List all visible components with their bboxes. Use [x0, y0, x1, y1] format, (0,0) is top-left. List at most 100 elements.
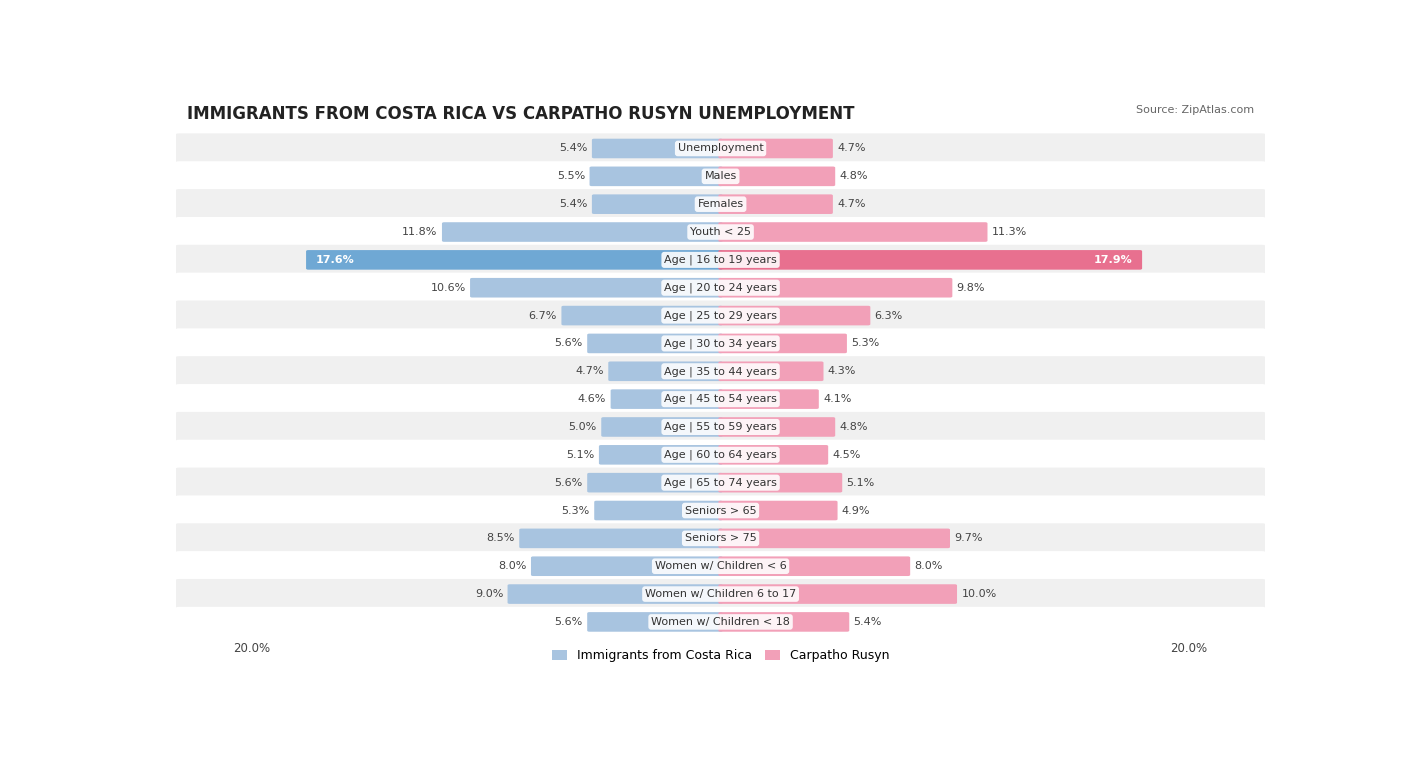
FancyBboxPatch shape [718, 417, 835, 437]
Text: 4.9%: 4.9% [842, 506, 870, 516]
FancyBboxPatch shape [718, 584, 957, 604]
Text: 4.7%: 4.7% [837, 144, 866, 154]
FancyBboxPatch shape [718, 445, 828, 465]
Text: 5.3%: 5.3% [561, 506, 591, 516]
FancyBboxPatch shape [718, 473, 842, 493]
FancyBboxPatch shape [307, 250, 723, 269]
FancyBboxPatch shape [718, 278, 952, 298]
FancyBboxPatch shape [718, 334, 846, 354]
Text: 11.3%: 11.3% [991, 227, 1028, 237]
Text: Seniors > 65: Seniors > 65 [685, 506, 756, 516]
Text: 4.7%: 4.7% [837, 199, 866, 209]
FancyBboxPatch shape [595, 500, 723, 520]
Text: 10.6%: 10.6% [430, 282, 465, 293]
FancyBboxPatch shape [718, 612, 849, 632]
FancyBboxPatch shape [599, 445, 723, 465]
Text: 5.4%: 5.4% [560, 144, 588, 154]
FancyBboxPatch shape [718, 528, 950, 548]
Text: Unemployment: Unemployment [678, 144, 763, 154]
Text: 8.0%: 8.0% [914, 561, 943, 572]
Text: Age | 55 to 59 years: Age | 55 to 59 years [664, 422, 778, 432]
FancyBboxPatch shape [174, 245, 1267, 275]
Text: 5.4%: 5.4% [560, 199, 588, 209]
FancyBboxPatch shape [531, 556, 723, 576]
Text: 4.1%: 4.1% [823, 394, 852, 404]
Text: Age | 60 to 64 years: Age | 60 to 64 years [664, 450, 778, 460]
Text: Women w/ Children < 18: Women w/ Children < 18 [651, 617, 790, 627]
Text: Women w/ Children < 6: Women w/ Children < 6 [655, 561, 786, 572]
FancyBboxPatch shape [718, 556, 910, 576]
FancyBboxPatch shape [470, 278, 723, 298]
FancyBboxPatch shape [609, 362, 723, 381]
FancyBboxPatch shape [519, 528, 723, 548]
Text: 17.9%: 17.9% [1094, 255, 1132, 265]
FancyBboxPatch shape [718, 250, 1142, 269]
FancyBboxPatch shape [718, 362, 824, 381]
Text: 11.8%: 11.8% [402, 227, 437, 237]
FancyBboxPatch shape [174, 384, 1267, 414]
FancyBboxPatch shape [174, 217, 1267, 247]
Text: 5.1%: 5.1% [846, 478, 875, 488]
Text: Age | 45 to 54 years: Age | 45 to 54 years [664, 394, 778, 404]
Text: Seniors > 75: Seniors > 75 [685, 534, 756, 544]
FancyBboxPatch shape [602, 417, 723, 437]
FancyBboxPatch shape [174, 189, 1267, 220]
FancyBboxPatch shape [718, 500, 838, 520]
Text: 9.7%: 9.7% [955, 534, 983, 544]
Text: 6.7%: 6.7% [529, 310, 557, 320]
Text: 4.6%: 4.6% [578, 394, 606, 404]
Text: 10.0%: 10.0% [962, 589, 997, 599]
FancyBboxPatch shape [718, 167, 835, 186]
FancyBboxPatch shape [561, 306, 723, 326]
Text: 20.0%: 20.0% [1171, 642, 1208, 655]
Text: 9.8%: 9.8% [956, 282, 986, 293]
FancyBboxPatch shape [174, 607, 1267, 637]
FancyBboxPatch shape [588, 612, 723, 632]
Legend: Immigrants from Costa Rica, Carpatho Rusyn: Immigrants from Costa Rica, Carpatho Rus… [547, 644, 894, 668]
FancyBboxPatch shape [718, 306, 870, 326]
Text: Age | 25 to 29 years: Age | 25 to 29 years [664, 310, 778, 321]
Text: 5.5%: 5.5% [557, 171, 585, 182]
Text: Age | 16 to 19 years: Age | 16 to 19 years [664, 254, 778, 265]
Text: 4.3%: 4.3% [828, 366, 856, 376]
Text: 5.6%: 5.6% [554, 478, 583, 488]
Text: 4.5%: 4.5% [832, 450, 860, 459]
Text: Age | 30 to 34 years: Age | 30 to 34 years [664, 338, 778, 349]
Text: 5.1%: 5.1% [567, 450, 595, 459]
Text: 5.4%: 5.4% [853, 617, 882, 627]
Text: Males: Males [704, 171, 737, 182]
Text: Age | 20 to 24 years: Age | 20 to 24 years [664, 282, 778, 293]
FancyBboxPatch shape [174, 329, 1267, 359]
FancyBboxPatch shape [588, 334, 723, 354]
FancyBboxPatch shape [718, 223, 987, 241]
Text: Age | 65 to 74 years: Age | 65 to 74 years [664, 478, 778, 488]
Text: 8.5%: 8.5% [486, 534, 515, 544]
Text: 8.0%: 8.0% [498, 561, 527, 572]
FancyBboxPatch shape [174, 412, 1267, 442]
FancyBboxPatch shape [174, 579, 1267, 609]
FancyBboxPatch shape [174, 161, 1267, 192]
FancyBboxPatch shape [592, 195, 723, 214]
FancyBboxPatch shape [610, 389, 723, 409]
FancyBboxPatch shape [589, 167, 723, 186]
Text: 5.6%: 5.6% [554, 338, 583, 348]
FancyBboxPatch shape [592, 139, 723, 158]
Text: 5.6%: 5.6% [554, 617, 583, 627]
FancyBboxPatch shape [174, 551, 1267, 581]
FancyBboxPatch shape [441, 223, 723, 241]
Text: 4.7%: 4.7% [575, 366, 605, 376]
Text: 9.0%: 9.0% [475, 589, 503, 599]
Text: 4.8%: 4.8% [839, 171, 868, 182]
Text: Age | 35 to 44 years: Age | 35 to 44 years [664, 366, 778, 376]
FancyBboxPatch shape [174, 133, 1267, 164]
Text: Females: Females [697, 199, 744, 209]
FancyBboxPatch shape [174, 468, 1267, 498]
FancyBboxPatch shape [174, 495, 1267, 525]
FancyBboxPatch shape [508, 584, 723, 604]
Text: 17.6%: 17.6% [316, 255, 354, 265]
Text: Women w/ Children 6 to 17: Women w/ Children 6 to 17 [645, 589, 796, 599]
FancyBboxPatch shape [718, 389, 818, 409]
Text: 5.3%: 5.3% [851, 338, 880, 348]
FancyBboxPatch shape [588, 473, 723, 493]
Text: IMMIGRANTS FROM COSTA RICA VS CARPATHO RUSYN UNEMPLOYMENT: IMMIGRANTS FROM COSTA RICA VS CARPATHO R… [187, 105, 855, 123]
